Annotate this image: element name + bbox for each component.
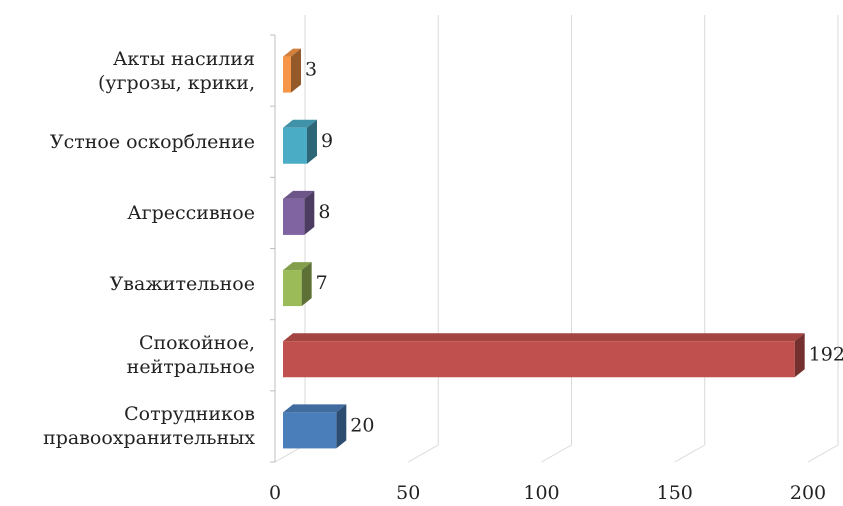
value-label: 3 [305,59,317,81]
grid-line [807,444,839,463]
bar [283,404,347,449]
y-tick-label: Уважительное [109,273,255,296]
grid-line [408,444,439,463]
bar [283,190,315,235]
bar-face [283,404,347,413]
bar-face [283,270,302,307]
value-label: 192 [809,343,843,365]
bar [283,262,312,307]
bar-face [283,48,301,57]
bar-face [283,333,805,342]
bar [283,119,317,164]
x-tick-label: 0 [269,482,281,504]
x-tick-label: 50 [396,482,420,504]
bar-face [283,412,337,449]
bar-face [336,404,347,449]
value-label: 9 [321,130,333,152]
bar-face [283,127,307,164]
y-tick-label: Устное оскорбление [49,130,255,153]
x-tick-label: 200 [790,482,826,504]
bar [283,48,301,93]
bar-face [283,56,291,93]
bar [283,333,805,378]
grid-line [674,444,705,463]
bar-face [283,190,315,199]
y-tick-label: Спокойное, нейтральное [126,332,255,379]
value-label: 20 [350,414,374,436]
x-tick-label: 150 [657,482,693,504]
y-tick-label: Агрессивное [127,201,255,224]
value-label: 7 [316,272,328,294]
bar-face [283,198,305,235]
x-tick-label: 100 [523,482,559,504]
y-tick-label: Сотрудников правоохранительных [43,403,255,450]
y-tick-label: Акты насилия (угрозы, крики, [98,47,255,94]
bar-face [304,190,315,235]
value-label: 8 [318,201,330,223]
bar-face [794,333,805,378]
bar-face [283,341,795,378]
bar-face [301,262,312,307]
grid-line [541,444,572,463]
bar-face [306,119,317,164]
bar-face [290,48,301,93]
bar-face [283,119,317,128]
bar-face [283,262,312,271]
